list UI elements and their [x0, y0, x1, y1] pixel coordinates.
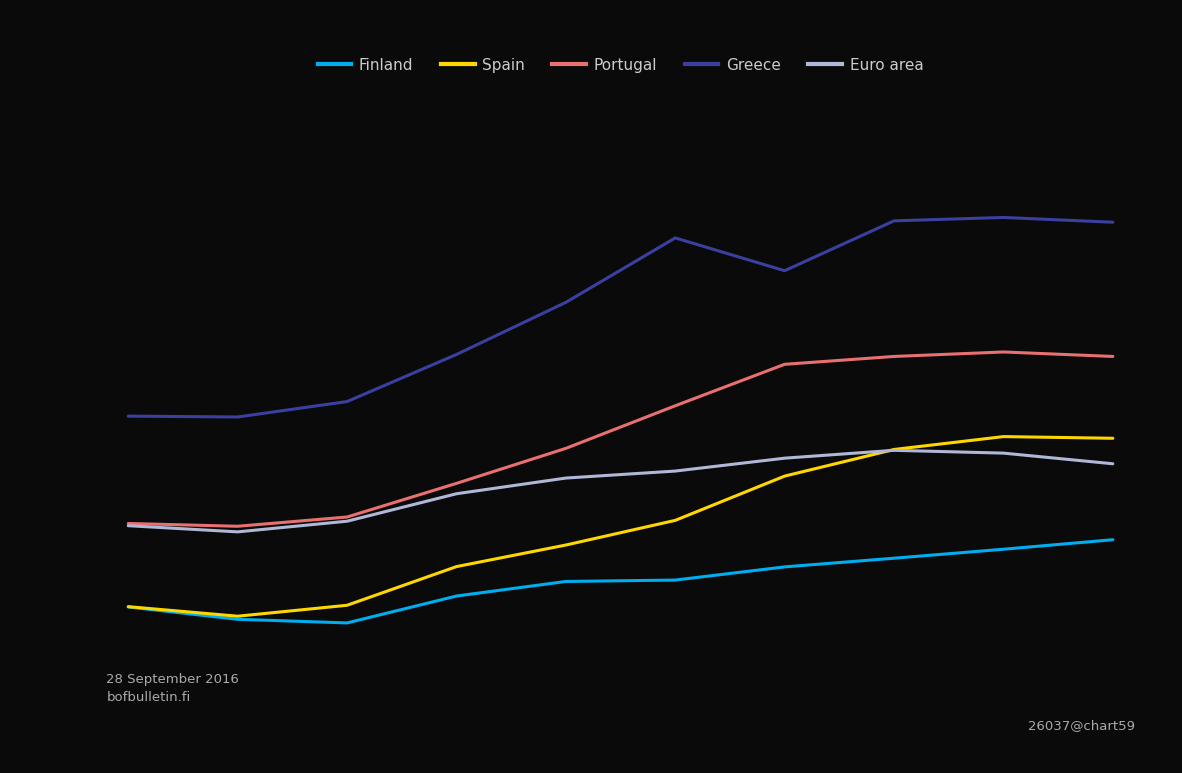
Legend: Finland, Spain, Portugal, Greece, Euro area: Finland, Spain, Portugal, Greece, Euro a… [312, 52, 929, 80]
Text: 26037@chart59: 26037@chart59 [1027, 719, 1135, 732]
Text: 28 September 2016
bofbulletin.fi: 28 September 2016 bofbulletin.fi [106, 673, 239, 703]
